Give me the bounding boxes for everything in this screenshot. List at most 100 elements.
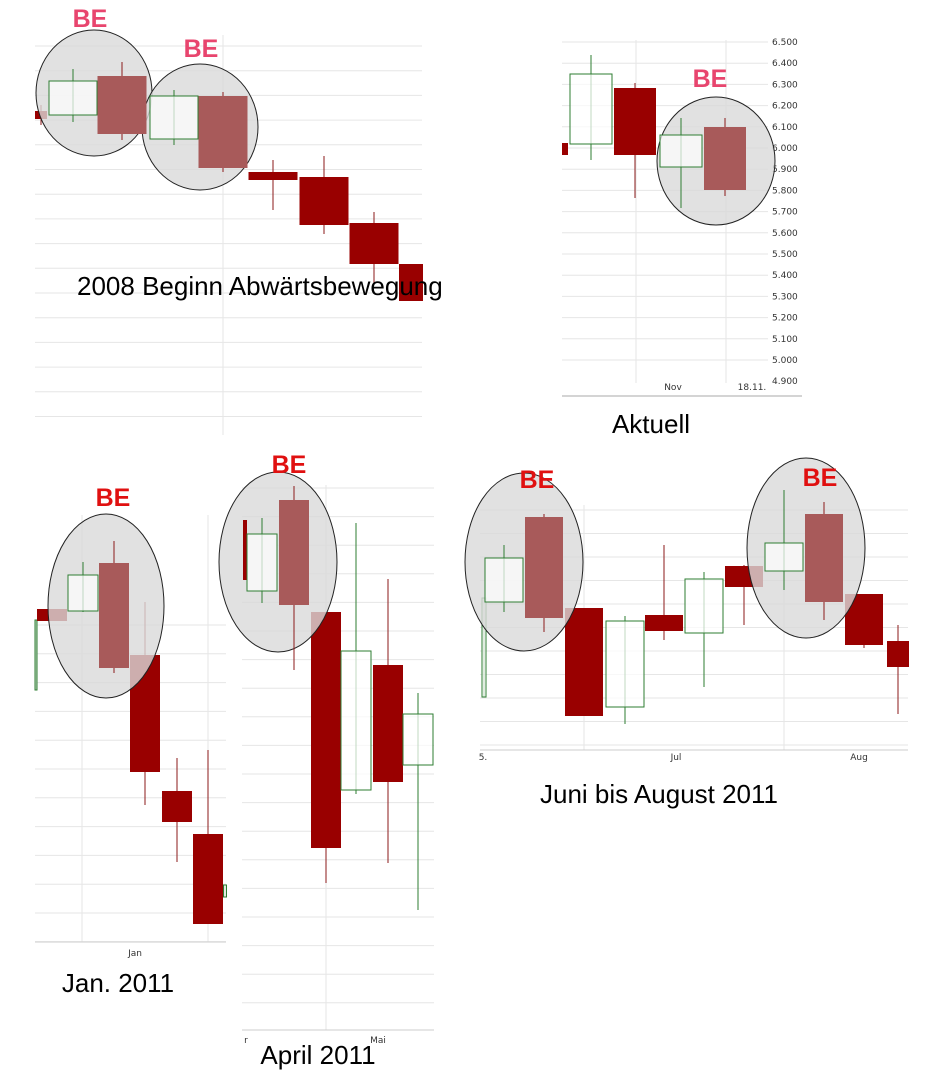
candle-body	[34, 619, 38, 691]
y-tick-label: 6.200	[772, 102, 798, 112]
bearish-candle	[99, 541, 129, 673]
candle-body	[67, 574, 99, 612]
bullish-candle	[223, 884, 227, 898]
candle-body	[484, 557, 524, 603]
candle-body	[97, 76, 147, 134]
bearish-candle	[248, 160, 298, 210]
candles	[562, 55, 656, 198]
candles-in-marker	[48, 62, 248, 172]
y-tick-label: 6.100	[772, 123, 798, 133]
bullish-candle	[684, 572, 724, 687]
be-label: BE	[73, 5, 108, 33]
panel-jan-2011: Jan BE Jan. 2011	[34, 484, 227, 998]
y-tick-label: 5.300	[772, 292, 798, 302]
y-tick-label: 6.000	[772, 144, 798, 154]
bullish-candle	[484, 545, 524, 612]
bearish-candle	[162, 758, 192, 862]
be-label: BE	[803, 464, 838, 492]
bullish-candle	[340, 523, 372, 794]
candle-body	[887, 641, 909, 667]
candle-body	[373, 665, 403, 782]
bullish-candle	[246, 518, 278, 603]
y-tick-label: 6.300	[772, 80, 798, 90]
be-label: BE	[184, 35, 219, 63]
candle-body	[243, 520, 247, 580]
panel-caption: 2008 Beginn Abwärtsbewegung	[77, 271, 443, 301]
y-tick-label: 5.600	[772, 229, 798, 239]
be-label: BE	[272, 451, 307, 479]
y-tick-label: 5.900	[772, 165, 798, 175]
candle-body	[198, 96, 248, 168]
candle-body	[805, 514, 843, 602]
panel-aktuell: 6.500 6.400 6.300 6.200 6.100 6.000 5.900 5.800…	[562, 38, 802, 439]
bearish-candle	[373, 579, 403, 863]
be-label: BE	[96, 484, 131, 512]
panel-april-2011: r Mai BE April 2011	[218, 451, 434, 1070]
x-tick-label: Aug	[850, 753, 868, 763]
bearish-candle	[97, 62, 147, 140]
candle-body	[193, 834, 223, 924]
bearish-candle	[198, 92, 248, 172]
panel-2008: BE BE 2008 Beginn Abwärtsbewegung	[35, 5, 443, 435]
bearish-candle	[311, 612, 341, 883]
bearish-candle	[349, 212, 399, 283]
candle-body	[279, 500, 309, 605]
candles	[311, 523, 434, 910]
candle-body	[399, 264, 423, 301]
candles-in-marker	[484, 490, 843, 632]
be-label: BE	[693, 65, 728, 93]
marker-ellipse	[464, 472, 584, 652]
bullish-candle	[149, 90, 199, 145]
y-tick-label: 6.400	[772, 59, 798, 69]
bearish-candle	[887, 625, 909, 714]
x-tick-label: Nov	[664, 383, 682, 393]
x-tick-label: Jan	[127, 949, 142, 959]
candle-body	[764, 542, 804, 572]
bearish-candle	[565, 608, 603, 716]
bearish-candle	[704, 118, 746, 196]
candle-body	[562, 143, 568, 155]
x-tick-label: 5.	[479, 753, 488, 763]
y-tick-label: 4.900	[772, 377, 798, 387]
candle-body	[402, 713, 434, 766]
bearish-candle	[279, 486, 309, 670]
bearish-candle	[193, 750, 223, 924]
x-tick-label: Jul	[670, 753, 682, 763]
marker-ellipse	[218, 471, 338, 653]
candle-body	[614, 88, 656, 155]
bullish-candle	[67, 562, 99, 612]
candle-body	[565, 608, 603, 716]
bearish-candle	[614, 83, 656, 198]
bullish-candle	[764, 490, 804, 590]
panel-caption: Jan. 2011	[62, 968, 174, 998]
candle-body	[659, 134, 703, 168]
y-tick-label: 5.400	[772, 271, 798, 281]
y-tick-label: 5.700	[772, 208, 798, 218]
panel-caption: Aktuell	[612, 409, 690, 439]
candle-body	[704, 127, 746, 190]
bearish-candle	[562, 143, 568, 155]
x-tick-label: 18.11.	[738, 383, 767, 393]
candle-body	[48, 80, 98, 116]
candles-in-marker	[243, 486, 309, 670]
candle-body	[162, 791, 192, 822]
y-tick-label: 5.800	[772, 186, 798, 196]
panel-caption: Juni bis August 2011	[540, 779, 778, 809]
candle-body	[149, 95, 199, 140]
bullish-candle	[402, 693, 434, 910]
bearish-candle	[243, 520, 247, 580]
bearish-candle	[645, 545, 683, 640]
x-tick-label: r	[244, 1036, 248, 1046]
bearish-candle	[299, 156, 349, 234]
y-tick-label: 5.100	[772, 335, 798, 345]
bearish-candle	[399, 264, 423, 301]
x-tick-label: Mai	[370, 1036, 386, 1046]
bearish-candle	[525, 514, 563, 632]
y-tick-label: 5.000	[772, 356, 798, 366]
bullish-candle	[605, 616, 645, 724]
candle-body	[311, 612, 341, 848]
y-tick-label: 5.500	[772, 250, 798, 260]
candle-body	[248, 172, 298, 180]
y-tick-label: 6.500	[772, 38, 798, 48]
candle-body	[569, 73, 613, 145]
